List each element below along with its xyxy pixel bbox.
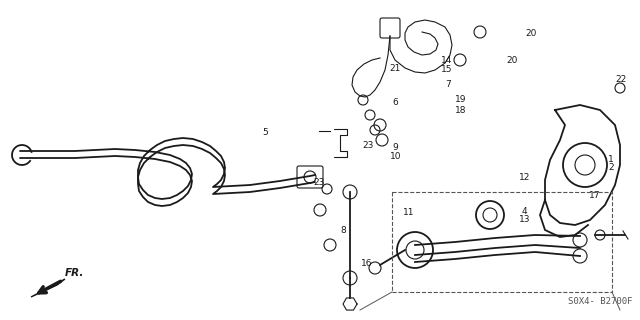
Text: 23: 23 (313, 178, 324, 187)
Text: 15: 15 (441, 65, 452, 74)
Polygon shape (31, 279, 65, 297)
Text: 12: 12 (519, 173, 531, 182)
Text: 19: 19 (455, 95, 467, 104)
Text: 6: 6 (393, 98, 398, 107)
Text: 20: 20 (506, 56, 518, 65)
Text: 5: 5 (263, 128, 268, 137)
Text: 7: 7 (445, 80, 451, 89)
Text: FR.: FR. (65, 268, 84, 278)
Text: 13: 13 (519, 215, 531, 224)
Text: 1: 1 (609, 156, 614, 164)
Text: 23: 23 (362, 141, 374, 150)
Text: 8: 8 (340, 226, 346, 235)
Text: 20: 20 (525, 29, 537, 38)
Text: 17: 17 (589, 191, 601, 200)
Text: 16: 16 (361, 260, 372, 268)
Text: 4: 4 (522, 207, 527, 216)
Text: 14: 14 (441, 56, 452, 65)
Text: 18: 18 (455, 106, 467, 115)
Text: 9: 9 (393, 143, 398, 152)
Text: 10: 10 (390, 152, 401, 161)
Text: 22: 22 (615, 76, 627, 84)
Text: 2: 2 (609, 164, 614, 172)
Text: 11: 11 (403, 208, 414, 217)
Text: S0X4- B2700F: S0X4- B2700F (568, 297, 632, 306)
Text: 21: 21 (390, 64, 401, 73)
